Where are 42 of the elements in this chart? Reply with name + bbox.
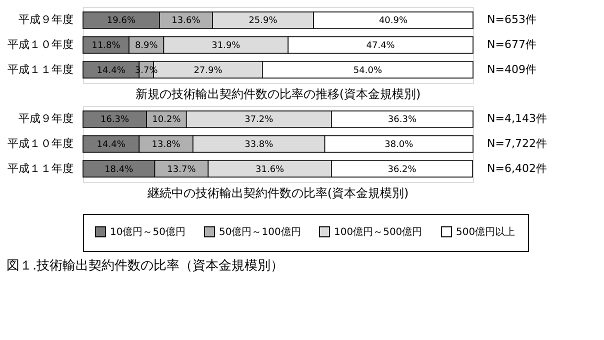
y-tick-label: 平成９年度 xyxy=(18,112,74,126)
text: N=6,402件 xyxy=(487,162,547,175)
data-label: 13.7% xyxy=(167,164,196,175)
data-label: 13.8% xyxy=(152,140,181,150)
caption: 図１.技術輸出契約件数の比率（資本金規模別） xyxy=(6,258,284,274)
data-label: 18.4% xyxy=(104,164,134,175)
text: N=653件 xyxy=(487,13,536,26)
y-tick-label: 平成１０年度 xyxy=(8,38,74,51)
data-label: 54.0% xyxy=(353,66,382,76)
data-label: 27.9% xyxy=(194,66,223,76)
text: N=4,143件 xyxy=(487,112,547,126)
data-label: 14.4% xyxy=(96,66,126,76)
data-label: 31.9% xyxy=(212,41,241,51)
data-label: 25.9% xyxy=(248,16,278,26)
data-label: 33.8% xyxy=(244,140,274,150)
data-label: 36.2% xyxy=(388,164,417,175)
legend-label: 10億円～50億円 xyxy=(110,226,186,238)
data-label: 16.3% xyxy=(100,115,130,126)
text: N=677件 xyxy=(487,38,536,51)
data-label: 38.0% xyxy=(384,140,414,150)
data-label: 11.8% xyxy=(92,41,121,51)
y-tick-label: 平成１１年度 xyxy=(8,62,74,76)
data-label: 37.2% xyxy=(244,115,274,126)
data-label: 19.6% xyxy=(106,16,136,26)
data-label: 13.6% xyxy=(172,16,201,26)
data-label: 14.4% xyxy=(96,140,126,150)
text: 新規の技術輸出契約件数の比率の推移(資本金規模別) xyxy=(135,87,421,101)
y-tick-label: 平成１０年度 xyxy=(8,137,74,150)
y-tick-label: 平成１１年度 xyxy=(8,162,74,175)
legend-label: 100億円～500億円 xyxy=(334,226,422,238)
data-label: 40.9% xyxy=(378,16,408,26)
data-label: 31.6% xyxy=(256,164,285,175)
text: N=409件 xyxy=(487,62,536,76)
text: N=7,722件 xyxy=(487,137,547,150)
y-tick-label: 平成９年度 xyxy=(18,13,74,26)
text: 継続中の技術輸出契約件数の比率(資本金規模別) xyxy=(146,186,409,200)
legend-label: 50億円～100億円 xyxy=(219,226,301,238)
data-label: 47.4% xyxy=(366,41,396,51)
data-label: 8.9% xyxy=(134,41,158,51)
data-label: 10.2% xyxy=(152,115,182,126)
legend-label: 500億円以上 xyxy=(456,226,516,238)
data-label: 36.3% xyxy=(388,115,417,126)
